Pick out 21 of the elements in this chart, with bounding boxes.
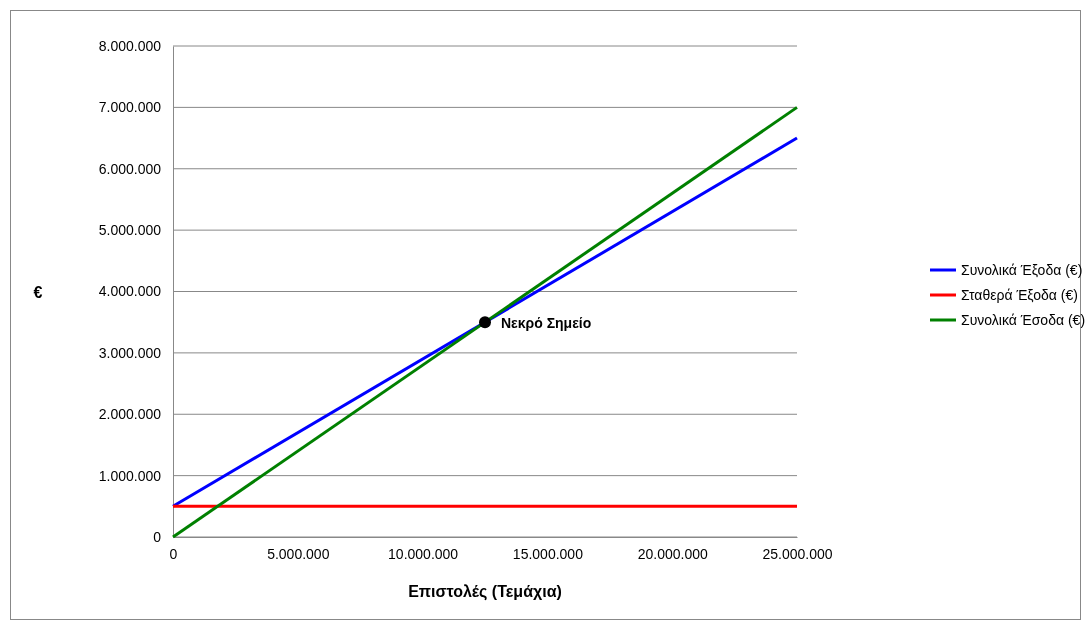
x-tick-label: 25.000.000 bbox=[762, 545, 833, 562]
y-tick-label: 2.000.000 bbox=[98, 406, 162, 423]
legend-label: Συνολικά Έξοδα (€) bbox=[961, 262, 1083, 278]
y-tick-label: 4.000.000 bbox=[98, 283, 162, 300]
y-tick-label: 6.000.000 bbox=[98, 160, 162, 177]
legend-label: Σταθερά Έξοδα (€) bbox=[961, 287, 1078, 303]
y-tick-label: 8.000.000 bbox=[98, 37, 162, 54]
annotation: Νεκρό Σημείο bbox=[501, 315, 592, 332]
x-tick-label: 10.000.000 bbox=[388, 545, 459, 562]
y-tick-label: 7.000.000 bbox=[98, 99, 162, 116]
y-tick-label: 3.000.000 bbox=[98, 344, 162, 361]
y-tick-label: 1.000.000 bbox=[98, 467, 162, 484]
x-tick-label: 5.000.000 bbox=[267, 545, 330, 562]
x-axis-title: Επιστολές (Τεμάχια) bbox=[408, 583, 562, 601]
y-tick-label: 5.000.000 bbox=[98, 222, 162, 239]
y-tick-label: 0 bbox=[153, 528, 162, 545]
x-tick-label: 0 bbox=[169, 545, 178, 562]
y-axis-title: € bbox=[33, 283, 43, 301]
x-tick-label: 15.000.000 bbox=[512, 545, 584, 562]
legend-label: Συνολικά Έσοδα (€) bbox=[961, 312, 1086, 328]
x-tick-label: 20.000.000 bbox=[637, 545, 708, 562]
